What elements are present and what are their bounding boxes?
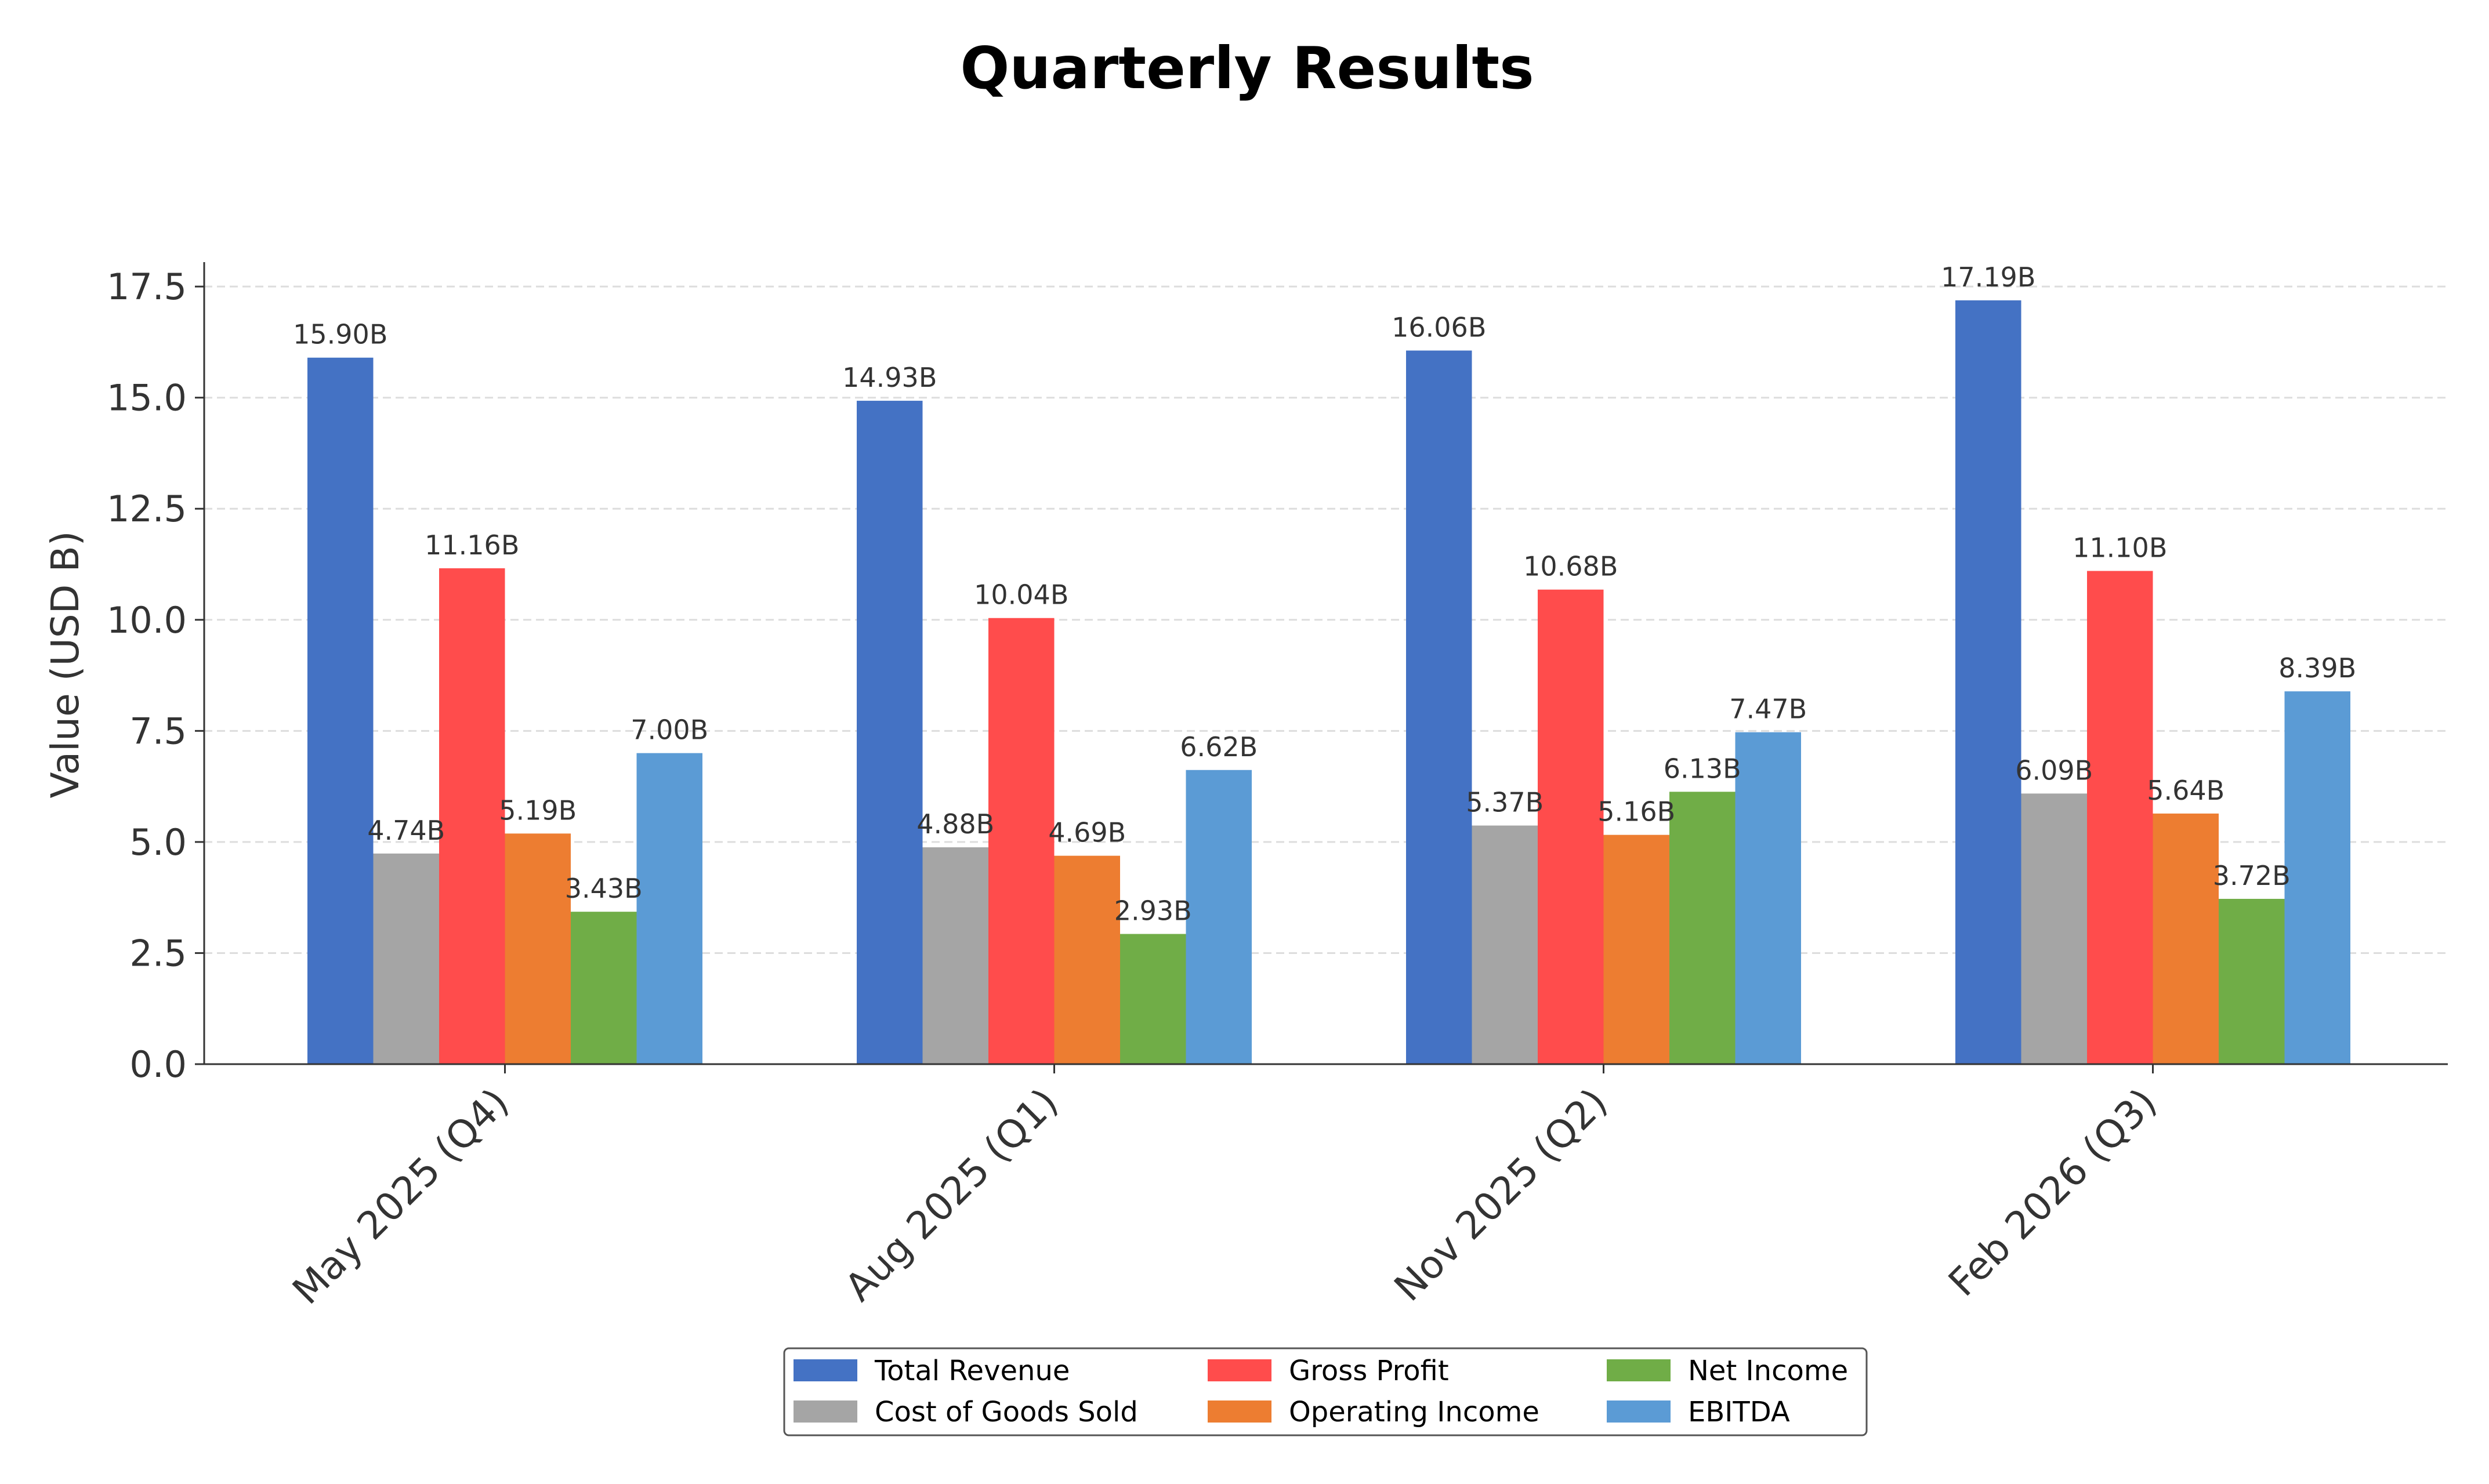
data-label: 2.93B	[1114, 895, 1192, 927]
data-label: 11.16B	[425, 529, 519, 561]
y-tick-label: 10.0	[107, 599, 187, 641]
bar	[307, 357, 374, 1064]
bar	[1186, 770, 1252, 1064]
bar	[2284, 691, 2350, 1064]
data-label: 7.00B	[631, 714, 708, 746]
legend-box	[783, 1347, 1868, 1436]
legend-swatch	[1607, 1359, 1671, 1381]
legend: Total Revenue Cost of Goods Sold Gross Pro…	[783, 1347, 1868, 1436]
y-tick-label: 7.5	[129, 710, 187, 752]
legend-swatch	[1607, 1400, 1671, 1423]
legend-swatch	[794, 1359, 857, 1381]
y-tick-label: 0.0	[129, 1043, 187, 1086]
bar	[2219, 898, 2285, 1064]
data-label: 5.19B	[499, 794, 577, 826]
x-tick-label: Aug 2025 (Q1)	[836, 1080, 1067, 1310]
bar	[1603, 834, 1669, 1064]
bar	[373, 853, 439, 1064]
data-label: 8.39B	[2278, 652, 2356, 684]
bar	[1472, 825, 1538, 1064]
y-tick-label: 15.0	[107, 377, 187, 419]
legend-swatch	[794, 1400, 857, 1423]
bar	[1054, 855, 1120, 1064]
bar	[1538, 589, 1604, 1064]
data-label: 6.62B	[1180, 731, 1258, 763]
bar	[2021, 793, 2087, 1064]
bar	[636, 753, 702, 1064]
bar	[922, 847, 988, 1064]
bar	[1669, 792, 1736, 1064]
legend-label: Cost of Goods Sold	[875, 1396, 1138, 1428]
legend-label: Total Revenue	[874, 1355, 1070, 1387]
data-label: 16.06B	[1392, 311, 1486, 343]
bar	[2087, 571, 2153, 1064]
legend-swatch	[1208, 1400, 1271, 1423]
data-label: 5.64B	[2147, 775, 2224, 806]
legend-label: Gross Profit	[1289, 1355, 1449, 1387]
bar	[571, 912, 637, 1064]
bar	[1120, 934, 1186, 1064]
data-label: 11.10B	[2073, 532, 2167, 564]
data-label: 4.74B	[367, 815, 445, 846]
x-tick-label: Nov 2025 (Q2)	[1386, 1080, 1616, 1310]
data-label: 7.47B	[1729, 694, 1807, 725]
y-tick-label: 17.5	[107, 266, 187, 308]
bar	[1955, 300, 2021, 1065]
data-label: 15.90B	[293, 319, 387, 350]
data-label: 4.88B	[916, 808, 994, 840]
bar	[1735, 732, 1801, 1064]
bar	[439, 568, 505, 1064]
legend-label: Net Income	[1688, 1355, 1848, 1387]
data-label: 3.43B	[565, 873, 643, 904]
data-label: 6.09B	[2015, 754, 2093, 786]
bar	[1406, 350, 1472, 1064]
bar-layer	[307, 300, 2350, 1065]
data-label: 17.19B	[1941, 262, 2035, 293]
data-label: 10.04B	[974, 579, 1068, 611]
x-tick-label: May 2025 (Q4)	[284, 1080, 517, 1313]
legend-label: Operating Income	[1289, 1396, 1539, 1428]
data-label: 5.37B	[1466, 787, 1544, 818]
bar	[857, 401, 923, 1065]
y-tick-label: 2.5	[129, 932, 187, 974]
bar	[988, 618, 1055, 1064]
x-tick-label: Feb 2026 (Q3)	[1940, 1080, 2165, 1305]
legend-swatch	[1208, 1359, 1271, 1381]
y-tick-label: 5.0	[129, 821, 187, 863]
data-label: 3.72B	[2213, 860, 2291, 891]
y-axis-label: Value (USD B)	[43, 531, 88, 798]
data-label: 4.69B	[1048, 817, 1126, 848]
bar	[505, 833, 571, 1064]
y-tick-label: 12.5	[107, 488, 187, 530]
data-label: 6.13B	[1664, 753, 1741, 784]
chart-title: Quarterly Results	[960, 34, 1534, 102]
data-label: 14.93B	[842, 362, 937, 393]
legend-label: EBITDA	[1688, 1396, 1790, 1428]
data-label: 10.68B	[1523, 551, 1618, 582]
data-label-layer: 15.90B 4.74B 11.16B 5.19B 3.43B 7.00B 14.93B 4.…	[293, 262, 2356, 927]
bar	[2153, 813, 2219, 1064]
data-label: 5.16B	[1597, 796, 1675, 828]
